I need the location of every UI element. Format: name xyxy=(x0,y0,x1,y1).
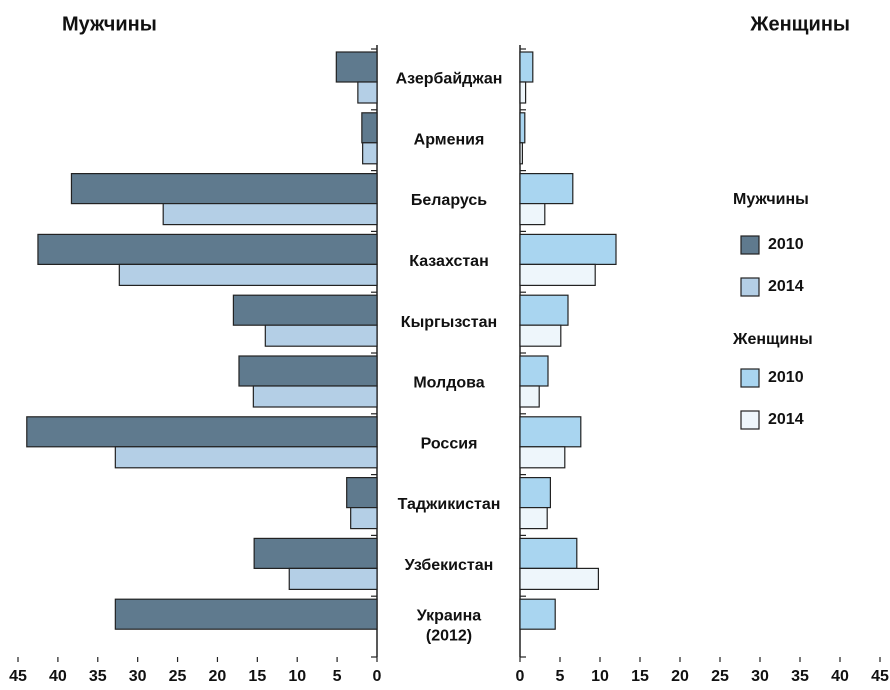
bar xyxy=(162,203,378,226)
category-label: Армения xyxy=(414,131,485,148)
bar xyxy=(335,51,378,83)
bar xyxy=(519,324,562,347)
category-label: Украина (2012) xyxy=(417,608,482,645)
legend-label: 2014 xyxy=(768,411,804,428)
bar xyxy=(114,446,378,469)
x-tick-label: 45 xyxy=(871,668,889,685)
x-tick-label: 15 xyxy=(631,668,649,685)
category-label: Азербайджан xyxy=(396,71,503,88)
x-tick-label: 35 xyxy=(791,668,809,685)
bar xyxy=(357,81,378,104)
bar xyxy=(362,142,378,165)
x-tick-label: 0 xyxy=(373,668,382,685)
bar xyxy=(519,81,527,104)
category-label: Казахстан xyxy=(409,253,489,270)
bar xyxy=(118,263,378,286)
bar xyxy=(361,112,378,144)
bar xyxy=(26,416,378,448)
x-tick-label: 15 xyxy=(248,668,266,685)
bar xyxy=(238,355,378,387)
x-tick-label: 45 xyxy=(9,668,27,685)
x-tick-label: 30 xyxy=(751,668,769,685)
x-tick-label: 40 xyxy=(49,668,67,685)
bar xyxy=(519,598,556,630)
bar xyxy=(346,477,378,509)
bar xyxy=(350,507,378,530)
legend-label: 2010 xyxy=(768,369,804,386)
bar xyxy=(519,112,526,144)
bar xyxy=(519,416,582,448)
bar xyxy=(519,142,523,165)
x-tick-label: 40 xyxy=(831,668,849,685)
category-label: Беларусь xyxy=(411,192,487,209)
category-label: Россия xyxy=(421,435,478,452)
bar xyxy=(519,477,551,509)
bar xyxy=(519,51,534,83)
bar xyxy=(252,385,378,408)
x-tick-label: 30 xyxy=(129,668,147,685)
category-label: Таджикистан xyxy=(398,496,501,513)
bar xyxy=(519,385,540,408)
bar xyxy=(232,294,378,326)
category-label: Кыргызстан xyxy=(401,314,497,331)
x-tick-label: 25 xyxy=(711,668,729,685)
bar xyxy=(519,173,574,205)
bar xyxy=(519,294,569,326)
bar xyxy=(519,567,600,591)
bar xyxy=(519,233,617,265)
x-tick-label: 20 xyxy=(209,668,227,685)
x-tick-label: 25 xyxy=(169,668,187,685)
legend-label: 2010 xyxy=(768,236,804,253)
bar xyxy=(519,263,596,286)
left-title: Мужчины xyxy=(62,13,157,35)
right-title: Женщины xyxy=(749,13,850,35)
x-tick-label: 0 xyxy=(516,668,525,685)
legend-swatch xyxy=(740,277,760,297)
x-tick-label: 5 xyxy=(556,668,565,685)
bar xyxy=(519,203,546,226)
bar xyxy=(70,173,378,205)
bar xyxy=(519,537,578,570)
bar xyxy=(288,567,378,591)
bar xyxy=(264,324,378,347)
x-tick-label: 10 xyxy=(288,668,306,685)
legend-swatch xyxy=(740,368,760,388)
legend-label: 2014 xyxy=(768,278,804,295)
bar xyxy=(519,355,549,387)
legend-swatch xyxy=(740,410,760,430)
category-label: Молдова xyxy=(413,375,484,392)
legend-swatch xyxy=(740,235,760,255)
x-tick-label: 5 xyxy=(333,668,342,685)
x-tick-label: 10 xyxy=(591,668,609,685)
category-label: Узбекистан xyxy=(405,557,494,574)
bar xyxy=(519,507,548,530)
bar xyxy=(253,537,378,570)
x-tick-label: 20 xyxy=(671,668,689,685)
bar xyxy=(519,446,566,469)
legend-header: Мужчины xyxy=(733,191,809,208)
legend-header: Женщины xyxy=(732,331,813,348)
bar xyxy=(114,598,378,630)
bar xyxy=(37,233,378,265)
x-tick-label: 35 xyxy=(89,668,107,685)
